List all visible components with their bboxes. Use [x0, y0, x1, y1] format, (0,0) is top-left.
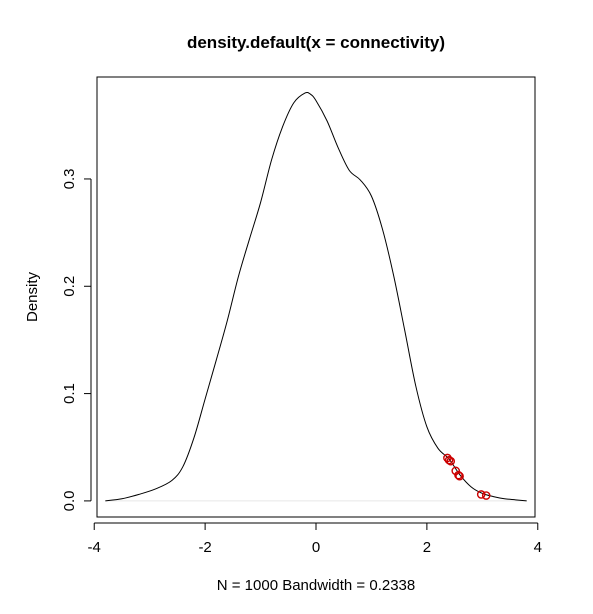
- x-axis: -4 -2 0 2 4: [88, 522, 542, 556]
- data-point: [444, 455, 454, 465]
- y-axis: 0.0 0.1 0.2 0.3: [61, 169, 92, 511]
- plot-box: [96, 76, 536, 518]
- data-point: [455, 471, 464, 481]
- x-tick-label: 4: [534, 539, 542, 556]
- data-point: [481, 491, 491, 500]
- data-point: [454, 470, 463, 480]
- density-curve: [105, 91, 527, 502]
- y-tick-label: 0.3: [61, 169, 78, 190]
- y-tick-label: 0.2: [61, 276, 78, 297]
- x-tick-label: 2: [423, 539, 431, 556]
- highlight-points: [443, 453, 491, 500]
- y-tick-label: 0.1: [61, 383, 78, 404]
- x-tick-label: -2: [198, 539, 211, 556]
- data-point: [476, 490, 486, 499]
- y-axis-label: Density: [24, 271, 41, 322]
- y-tick-label: 0.0: [61, 490, 78, 511]
- x-axis-label: N = 1000 Bandwidth = 0.2338: [217, 577, 416, 594]
- x-tick-label: 0: [312, 539, 320, 556]
- x-tick-label: -4: [88, 539, 101, 556]
- data-point: [446, 456, 456, 466]
- chart-title: density.default(x = connectivity): [187, 33, 445, 52]
